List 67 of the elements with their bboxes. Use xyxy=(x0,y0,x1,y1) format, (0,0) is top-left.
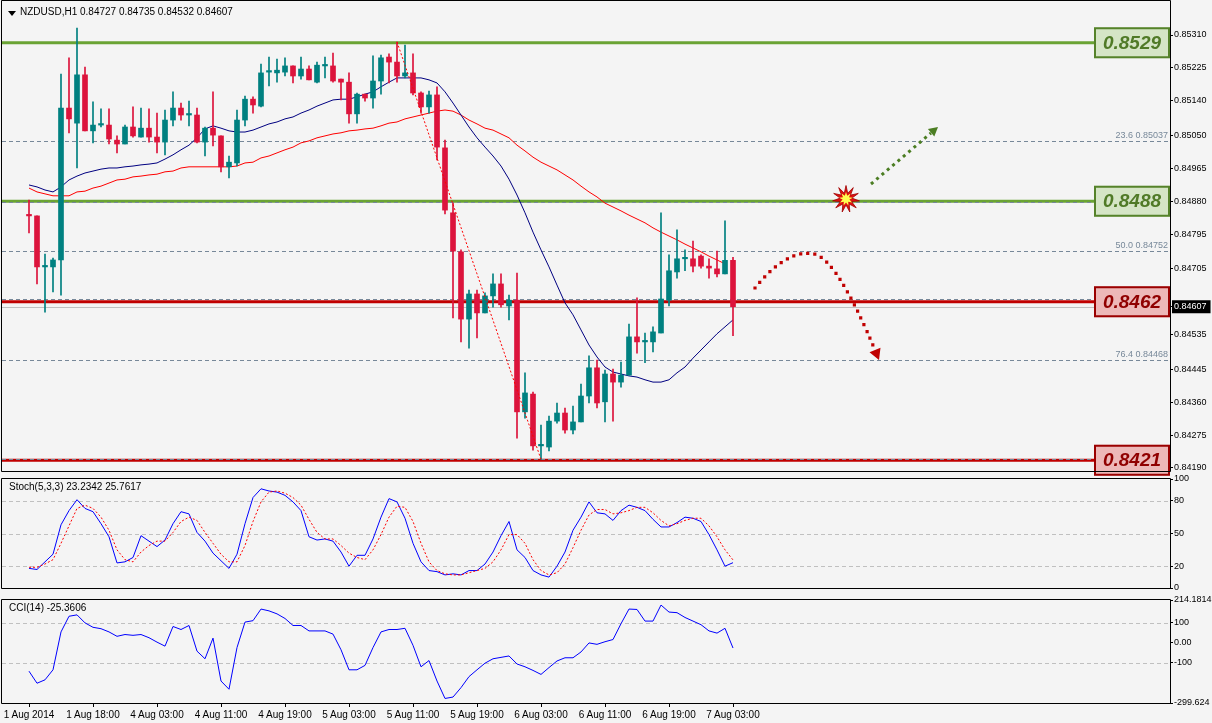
ref-line-label: 0.8488 xyxy=(1102,190,1162,212)
candlestick xyxy=(114,135,120,154)
candlestick xyxy=(714,250,720,278)
x-tick-label: 4 Aug 19:00 xyxy=(258,708,313,720)
y-tick-label: 0.85050 xyxy=(1174,129,1207,140)
candlestick xyxy=(682,249,688,272)
candlestick xyxy=(90,101,96,144)
x-tick-label: 1 Aug 2014 xyxy=(3,708,55,720)
candlestick xyxy=(154,112,160,154)
candlestick xyxy=(210,91,216,147)
x-tick-label: 6 Aug 11:00 xyxy=(578,708,632,720)
candlestick xyxy=(506,294,512,321)
y-tick-label: 20 xyxy=(1174,560,1185,571)
y-tick-label: 100 xyxy=(1174,473,1190,484)
x-tick-label: 5 Aug 03:00 xyxy=(322,708,377,720)
y-tick-label: 214.1814 xyxy=(1174,594,1212,605)
candlestick xyxy=(266,56,272,87)
y-tick-label: 100 xyxy=(1174,617,1190,628)
candlestick xyxy=(634,297,640,354)
candlestick xyxy=(98,108,104,128)
candlestick xyxy=(42,253,48,313)
x-tick-label: 4 Aug 11:00 xyxy=(194,708,248,720)
y-tick-label: 0.84705 xyxy=(1174,263,1207,274)
x-tick-label: 5 Aug 19:00 xyxy=(450,708,505,720)
ref-line-label: 23.6 0.85037 xyxy=(1115,129,1168,140)
ref-line-label: 0.8529 xyxy=(1102,31,1162,53)
y-tick-label: 0.85225 xyxy=(1174,62,1207,73)
candlestick xyxy=(642,332,648,364)
y-tick-label: 0 xyxy=(1174,582,1180,593)
ref-line-label: 76.4 0.84468 xyxy=(1115,349,1168,360)
ref-line-label: 50.0 0.84752 xyxy=(1115,239,1168,250)
x-tick-label: 7 Aug 03:00 xyxy=(706,708,761,720)
y-tick-label: -100 xyxy=(1174,657,1193,668)
y-tick-label: 0.84360 xyxy=(1174,396,1207,407)
candlestick xyxy=(50,257,56,293)
y-tick-label: -299.624 xyxy=(1174,697,1210,708)
x-tick-label: 6 Aug 03:00 xyxy=(514,708,569,720)
candlestick xyxy=(538,424,544,460)
y-tick-label: 0.00 xyxy=(1174,637,1192,648)
candlestick xyxy=(274,58,280,83)
x-tick-label: 5 Aug 11:00 xyxy=(386,708,440,720)
candlestick xyxy=(66,57,72,134)
candlestick xyxy=(26,199,32,234)
x-tick-label: 1 Aug 18:00 xyxy=(66,708,121,720)
text: NZDUSD,H1 0.84727 0.84735 0.84532 0.84607 xyxy=(20,5,234,17)
ref-line-label: 0.8462 xyxy=(1102,290,1162,312)
y-tick-label: 0.84607 xyxy=(1174,301,1207,312)
ref-line-label: 0.8421 xyxy=(1102,449,1162,471)
y-tick-label: 0.84795 xyxy=(1174,228,1207,239)
chart-title: Stoch(5,3,3) 23.2342 25.7617 xyxy=(9,480,142,492)
y-tick-label: 0.84275 xyxy=(1174,429,1207,440)
y-tick-label: 50 xyxy=(1174,527,1185,538)
y-tick-label: 0.85310 xyxy=(1174,29,1207,40)
y-tick-label: 0.85140 xyxy=(1174,95,1207,106)
candlestick xyxy=(322,56,328,79)
candlestick xyxy=(610,368,616,422)
chart-title: CCI(14) -25.3606 xyxy=(9,601,87,613)
x-tick-label: 4 Aug 03:00 xyxy=(130,708,185,720)
candlestick xyxy=(386,53,392,84)
candlestick xyxy=(186,100,192,127)
x-tick-label: 6 Aug 19:00 xyxy=(642,708,697,720)
y-tick-label: 0.84190 xyxy=(1174,462,1207,473)
y-tick-label: 80 xyxy=(1174,495,1185,506)
y-tick-label: 0.84445 xyxy=(1174,363,1207,374)
y-tick-label: 0.84880 xyxy=(1174,195,1207,206)
y-tick-label: 0.84965 xyxy=(1174,162,1207,173)
y-tick-label: 0.84535 xyxy=(1174,329,1207,340)
